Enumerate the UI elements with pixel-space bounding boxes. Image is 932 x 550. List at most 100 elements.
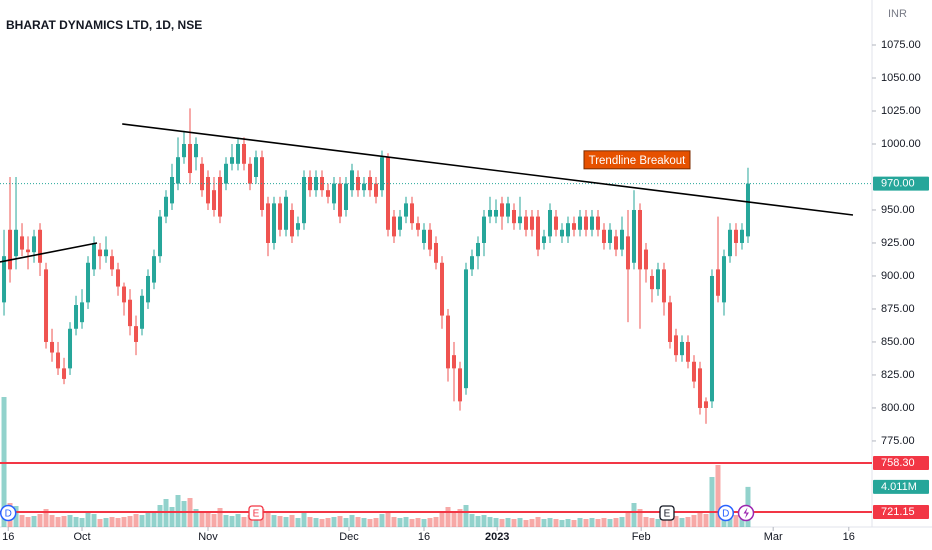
volume-bar (589, 518, 595, 527)
volume-bar (127, 516, 133, 527)
candle-body (200, 163, 205, 191)
candle-body (230, 157, 235, 164)
volume-bar (451, 513, 457, 527)
volume-bar (517, 518, 523, 527)
candle-body (547, 209, 552, 237)
candle-body (14, 229, 19, 257)
candle-body (613, 236, 618, 250)
candle-body (583, 216, 588, 230)
candle-body (451, 355, 456, 369)
volume-bar (421, 519, 427, 527)
x-tick-label: 16 (843, 531, 855, 543)
y-tick-label: 950.00 (881, 204, 915, 216)
candle-body (104, 249, 109, 257)
candle-body (643, 249, 648, 270)
candle-body (727, 229, 732, 257)
volume-bar (463, 505, 469, 527)
horizontal-line-label: 758.30 (881, 457, 915, 469)
candle-body (98, 249, 103, 257)
candle-body (308, 176, 313, 191)
x-tick-label: Nov (198, 531, 218, 543)
candle-body (8, 229, 13, 270)
volume-bar (703, 514, 709, 527)
candle-body (146, 275, 151, 303)
x-tick-label: 16 (418, 531, 430, 543)
volume-bar (313, 518, 319, 527)
volume-bar (619, 517, 625, 527)
volume-bar (289, 515, 295, 527)
volume-bar (685, 517, 691, 527)
volume-bar (121, 517, 127, 527)
candle-body (194, 143, 199, 158)
volume-bar (667, 515, 673, 527)
volume-bar (217, 508, 223, 527)
candle-body (224, 163, 229, 184)
candle-body (517, 216, 522, 224)
volume-bar (265, 511, 271, 527)
currency-label: INR (888, 8, 907, 20)
y-tick-label: 825.00 (881, 369, 915, 381)
candle-body (68, 328, 73, 369)
candle-body (236, 143, 241, 164)
volume-bar (601, 518, 607, 527)
earnings-marker[interactable] (659, 505, 675, 521)
candle-body (386, 157, 391, 230)
candle-body (2, 256, 7, 303)
candle-body (499, 203, 504, 217)
candle-body (362, 183, 367, 191)
volume-bar (355, 517, 361, 527)
candle-body (272, 203, 277, 243)
volume-bar (673, 516, 679, 527)
volume-bar (283, 517, 289, 527)
candle-body (577, 216, 582, 230)
volume-tag (873, 479, 929, 494)
candle-body (26, 249, 31, 253)
volume-bar (613, 518, 619, 527)
candle-body (487, 209, 492, 217)
candle-body (248, 163, 253, 184)
dividend-marker[interactable] (0, 504, 17, 522)
candle-body (595, 216, 600, 230)
candle-body (62, 368, 67, 379)
candle-body (673, 335, 678, 356)
volume-bar (523, 520, 529, 527)
last-price-tag (873, 176, 929, 191)
candle-body (416, 223, 421, 230)
candle-body (697, 368, 702, 408)
candle-body (320, 176, 325, 191)
chart-title: BHARAT DYNAMICS LTD, 1D, NSE (6, 18, 202, 32)
candle-body (607, 229, 612, 243)
y-tick-label: 1025.00 (881, 105, 921, 117)
volume-bar (349, 515, 355, 527)
earnings-marker[interactable] (248, 505, 264, 521)
candle-body (625, 236, 630, 270)
candle-body (733, 229, 738, 243)
volume-bar (583, 519, 589, 527)
volume-bar (235, 514, 241, 527)
candle-body (290, 209, 295, 237)
volume-bar (715, 465, 721, 527)
volume-bar (73, 517, 79, 527)
candle-body (691, 361, 696, 382)
candle-body (332, 183, 337, 204)
y-tick-label: 875.00 (881, 303, 915, 315)
volume-bar (43, 509, 49, 527)
volume-bar (505, 518, 511, 527)
volume-bar (559, 520, 565, 527)
candle-body (410, 203, 415, 224)
volume-bar (223, 515, 229, 527)
candle-body (374, 183, 379, 197)
x-tick-label: 16 (2, 531, 14, 543)
candle-body (685, 341, 690, 362)
candle-body (188, 143, 193, 174)
candle-body (535, 216, 540, 250)
candle-body (637, 209, 642, 270)
candle-body (20, 236, 25, 250)
dividend-marker[interactable] (717, 504, 735, 522)
volume-bar (55, 517, 61, 527)
x-tick-label: Oct (73, 531, 90, 543)
volume-bar (193, 509, 199, 527)
volume-label: 4.011M (881, 481, 917, 493)
volume-bar (13, 506, 19, 527)
candle-body (679, 341, 684, 356)
